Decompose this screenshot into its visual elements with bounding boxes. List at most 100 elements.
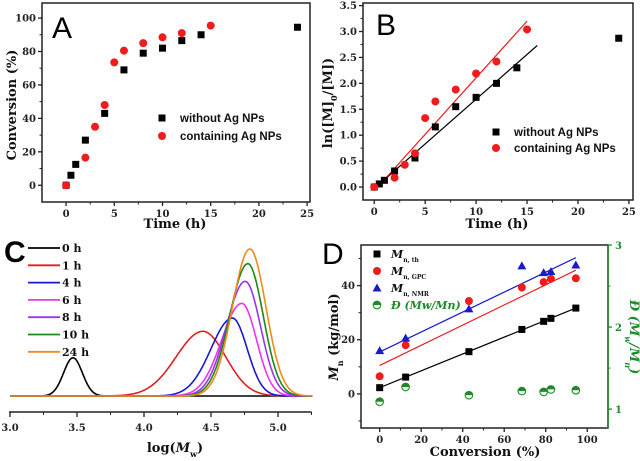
label-part: w — [189, 449, 198, 459]
data-point — [401, 333, 411, 342]
data-point — [370, 183, 379, 192]
data-point — [120, 66, 128, 74]
x-tick-label: 0 — [376, 435, 383, 446]
fit-line — [379, 269, 577, 367]
legend-label: 0 h — [62, 242, 81, 255]
data-point — [206, 21, 215, 30]
x-tick-label: 40 — [456, 435, 470, 446]
legend-label: 10 h — [62, 329, 89, 342]
y-tick-label: 2.0 — [340, 79, 357, 90]
distribution-curve — [10, 330, 313, 397]
data-point — [546, 267, 556, 276]
x-axis-title: log(Mw) — [147, 441, 203, 459]
x-tick-label: 10 — [156, 209, 170, 220]
data-point — [540, 317, 548, 325]
data-point — [546, 274, 555, 283]
data-point — [91, 122, 100, 131]
data-point — [177, 29, 186, 38]
x-tick-label: 5 — [422, 207, 429, 218]
data-point — [158, 33, 167, 42]
data-point — [119, 46, 128, 55]
x-axis-title: Time (h) — [466, 217, 529, 232]
data-point — [81, 136, 89, 144]
y-tick-label: 40 — [22, 114, 36, 125]
y2-tick-label: 1 — [615, 405, 622, 416]
y-tick-label: 3.5 — [340, 1, 357, 12]
plot-frame — [41, 2, 311, 203]
label-part: Đ ( — [626, 299, 640, 323]
data-point — [492, 57, 501, 66]
plot-frame — [362, 2, 634, 201]
data-point — [293, 23, 301, 31]
label-part: n — [623, 362, 633, 368]
data-point — [421, 114, 430, 123]
data-point — [464, 297, 473, 306]
data-point — [572, 304, 580, 312]
y2-tick-label: 2 — [615, 323, 622, 334]
legend-marker — [372, 283, 382, 292]
distribution-curve — [10, 280, 313, 397]
y-axis-title: Conversion (%) — [5, 50, 20, 161]
data-point — [375, 180, 383, 188]
panel-b: 0 5 10 15 20 25 0.0 0.5 1.0 1.5 2.0 2.5 3.0 3.5 Time (… — [321, 1, 636, 232]
legend-marker — [373, 250, 381, 258]
distribution-curve — [10, 317, 313, 397]
y-tick-label: 0 — [348, 389, 355, 400]
label-part: log( — [147, 441, 176, 456]
data-point — [571, 260, 581, 269]
legend-marker — [373, 267, 381, 275]
label-part: ) — [626, 367, 640, 374]
distribution-curve — [10, 248, 313, 397]
legend-label: Mn, GPC — [390, 265, 426, 281]
legend-label: Mn, NMR — [390, 282, 430, 298]
data-point — [390, 173, 399, 182]
label-part: M — [626, 321, 640, 337]
data-point — [62, 181, 71, 190]
legend-label: 6 h — [62, 294, 81, 307]
legend-label: without Ag NPs — [179, 113, 265, 125]
data-point — [571, 274, 580, 283]
y2-axis-title: Đ (Mw/Mn) — [623, 299, 640, 374]
data-point — [375, 346, 385, 355]
label-part: w — [623, 336, 633, 344]
x-tick-label: 4.5 — [202, 423, 219, 434]
data-point — [139, 39, 148, 48]
data-point — [452, 103, 460, 111]
x-axis-title: Time (h) — [144, 217, 207, 232]
legend-label: containing Ag NPs — [180, 131, 282, 143]
y-tick-label: 1.5 — [340, 105, 357, 116]
data-point — [472, 69, 481, 78]
x-tick-label: 10 — [469, 207, 483, 218]
panel-c: 3.0 3.5 4.0 4.5 5.0 log(Mw) C 0 h 1 h 4 h 6 h 8 h 10… — [1, 236, 313, 459]
x-tick-label: 5.0 — [269, 423, 286, 434]
data-point — [410, 149, 419, 158]
label-part: (kg/mol) — [327, 293, 342, 360]
legend-label: containing Ag NPs — [514, 143, 616, 155]
data-point — [546, 385, 556, 394]
data-point — [391, 167, 399, 175]
data-point — [159, 44, 167, 52]
data-point — [571, 385, 581, 395]
label-part: M — [390, 282, 404, 295]
label-part: M — [626, 347, 640, 363]
label-part: /[M]) — [321, 58, 336, 96]
label-part: M — [390, 248, 404, 261]
data-point — [67, 171, 75, 179]
data-point — [101, 109, 109, 117]
y-tick-label: 1.0 — [340, 131, 357, 142]
x-tick-label: 80 — [539, 435, 553, 446]
data-point — [464, 304, 474, 313]
data-point — [100, 101, 109, 110]
panel-d: 0 20 40 60 80 100 0 20 40 1 2 3 Conversion (%) Mn (kg… — [322, 238, 640, 460]
legend-label: 4 h — [62, 277, 81, 290]
label-part: M — [175, 441, 191, 456]
label-part: n, th — [403, 257, 419, 264]
x-axis-title: Conversion (%) — [430, 445, 541, 460]
data-point — [400, 160, 409, 169]
x-tick-label: 3.0 — [1, 423, 18, 434]
data-point — [431, 97, 440, 106]
data-point — [539, 278, 548, 287]
label-part: n — [335, 360, 345, 366]
x-tick-label: 15 — [520, 207, 534, 218]
label-part: 0 — [329, 95, 339, 101]
